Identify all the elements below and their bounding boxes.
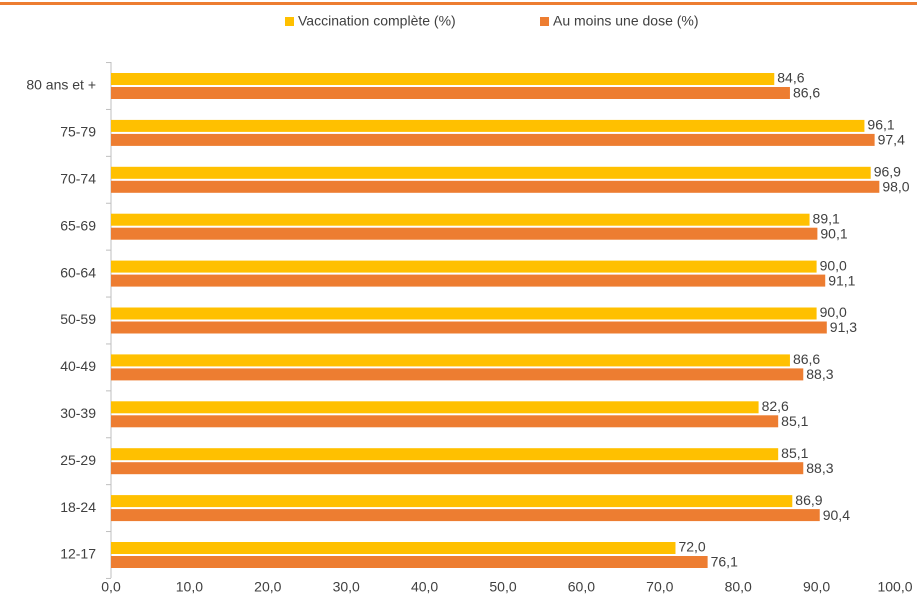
bar xyxy=(111,260,817,273)
data-label: 90,0 xyxy=(820,257,847,273)
bar xyxy=(111,462,804,475)
y-tick-label: 25-29 xyxy=(60,452,96,468)
x-tick-label: 30,0 xyxy=(333,579,360,595)
bar xyxy=(111,180,880,193)
bar xyxy=(111,213,810,226)
y-tick-label: 18-24 xyxy=(60,499,96,515)
data-label: 86,6 xyxy=(793,85,820,101)
x-tick-label: 60,0 xyxy=(568,579,595,595)
bar xyxy=(111,448,779,461)
legend-swatch xyxy=(540,17,549,26)
bar xyxy=(111,274,826,287)
x-tick-label: 80,0 xyxy=(725,579,752,595)
data-label: 91,1 xyxy=(828,272,855,288)
bar xyxy=(111,509,820,522)
legend-swatch xyxy=(285,17,294,26)
data-label: 85,1 xyxy=(781,445,808,461)
x-tick-label: 50,0 xyxy=(489,579,516,595)
x-tick-label: 0,0 xyxy=(101,579,121,595)
data-label: 76,1 xyxy=(711,554,738,570)
x-tick-label: 70,0 xyxy=(646,579,673,595)
bar xyxy=(111,556,708,568)
bar xyxy=(111,415,779,428)
data-label: 86,6 xyxy=(793,351,820,367)
x-tick-label: 20,0 xyxy=(254,579,281,595)
data-label: 90,0 xyxy=(820,304,847,320)
bar xyxy=(111,227,818,240)
data-label: 88,3 xyxy=(806,366,833,382)
y-tick-label: 75-79 xyxy=(60,124,96,140)
data-label: 97,4 xyxy=(878,132,905,148)
x-tick-label: 100,0 xyxy=(877,579,912,595)
data-label: 98,0 xyxy=(882,179,909,195)
bar xyxy=(111,119,865,132)
x-tick-label: 10,0 xyxy=(176,579,203,595)
data-label: 89,1 xyxy=(813,210,840,226)
data-label: 88,3 xyxy=(806,460,833,476)
bar xyxy=(111,73,775,85)
y-tick-label: 30-39 xyxy=(60,405,96,421)
top-border xyxy=(0,2,917,5)
legend-label: Au moins une dose (%) xyxy=(553,13,699,29)
bar xyxy=(111,307,817,320)
bar xyxy=(111,542,676,554)
data-label: 90,1 xyxy=(820,225,847,241)
x-tick-label: 40,0 xyxy=(411,579,438,595)
y-tick-label: 50-59 xyxy=(60,311,96,327)
bar xyxy=(111,166,871,179)
data-label: 82,6 xyxy=(762,398,789,414)
bar xyxy=(111,321,827,334)
data-label: 96,9 xyxy=(874,164,901,180)
data-label: 72,0 xyxy=(678,539,705,555)
bar xyxy=(111,354,790,367)
bar xyxy=(111,133,875,146)
y-tick-label: 12-17 xyxy=(60,546,96,562)
y-tick-label: 70-74 xyxy=(60,171,96,187)
data-label: 85,1 xyxy=(781,413,808,429)
y-tick-label: 65-69 xyxy=(60,217,96,233)
data-label: 91,3 xyxy=(830,319,857,335)
x-tick-label: 90,0 xyxy=(803,579,830,595)
legend-label: Vaccination complète (%) xyxy=(298,13,456,29)
bar xyxy=(111,401,759,414)
data-label: 86,9 xyxy=(795,492,822,508)
y-tick-label: 60-64 xyxy=(60,264,96,280)
y-tick-label: 40-49 xyxy=(60,358,96,374)
data-label: 96,1 xyxy=(867,117,894,133)
bar xyxy=(111,495,793,508)
bar xyxy=(111,87,790,99)
data-label: 90,4 xyxy=(823,507,850,523)
bar xyxy=(111,368,804,381)
y-tick-label: 80 ans et + xyxy=(26,77,96,93)
data-label: 84,6 xyxy=(777,70,804,86)
